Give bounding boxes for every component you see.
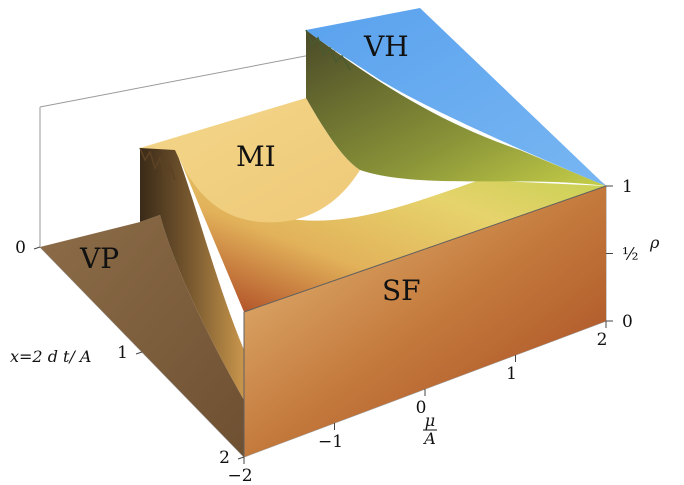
vp-mi-cliff bbox=[140, 148, 244, 400]
rho-axis-label: ρ bbox=[649, 233, 660, 252]
region-label-vh: VH bbox=[363, 30, 409, 63]
mu-axis-ticks: −2 −1 0 1 2 bbox=[227, 321, 607, 485]
rho-axis-ticks: 0 ½ 1 bbox=[606, 177, 638, 332]
x-tick-0-label: 0 bbox=[15, 238, 26, 258]
mu-tick-2-label: 0 bbox=[416, 398, 427, 418]
mu-tick-1-label: −1 bbox=[318, 432, 343, 452]
mu-axis-label-numerator: μ bbox=[425, 411, 435, 430]
mu-tick-0-label: −2 bbox=[227, 466, 252, 485]
vp-surface bbox=[40, 215, 244, 457]
mu-axis-label-denominator: A bbox=[422, 429, 436, 448]
rho-tick-0-label: 0 bbox=[622, 312, 633, 332]
x-axis-ticks: 0 1 2 bbox=[15, 238, 245, 468]
cliff-edge-right bbox=[305, 29, 351, 71]
mu-tick-3-label: 1 bbox=[506, 364, 517, 384]
region-label-vp: VP bbox=[79, 242, 119, 275]
x-tick-2-label: 2 bbox=[219, 448, 230, 468]
region-label-sf: SF bbox=[382, 274, 421, 307]
rho-tick-1-label: ½ bbox=[622, 245, 638, 265]
x-tick-1-mark bbox=[135, 351, 143, 355]
region-label-mi: MI bbox=[236, 140, 276, 173]
front-wall bbox=[244, 186, 606, 457]
mi-surface bbox=[140, 98, 360, 223]
x-tick-2-mark bbox=[237, 456, 245, 460]
mu-tick-4-label: 2 bbox=[597, 330, 608, 350]
mi-vh-cliff bbox=[306, 30, 606, 186]
mu-axis-label: μ A bbox=[422, 411, 437, 448]
sf-surface bbox=[175, 148, 606, 312]
x-tick-0-mark bbox=[33, 246, 41, 250]
vh-surface bbox=[306, 8, 606, 186]
x-tick-1-label: 1 bbox=[117, 343, 128, 363]
cliff-edge-left bbox=[139, 147, 176, 181]
x-axis-label: x=2 d t/ A bbox=[10, 347, 91, 366]
rho-tick-2-label: 1 bbox=[622, 177, 633, 197]
bounding-box-front bbox=[243, 185, 607, 457]
